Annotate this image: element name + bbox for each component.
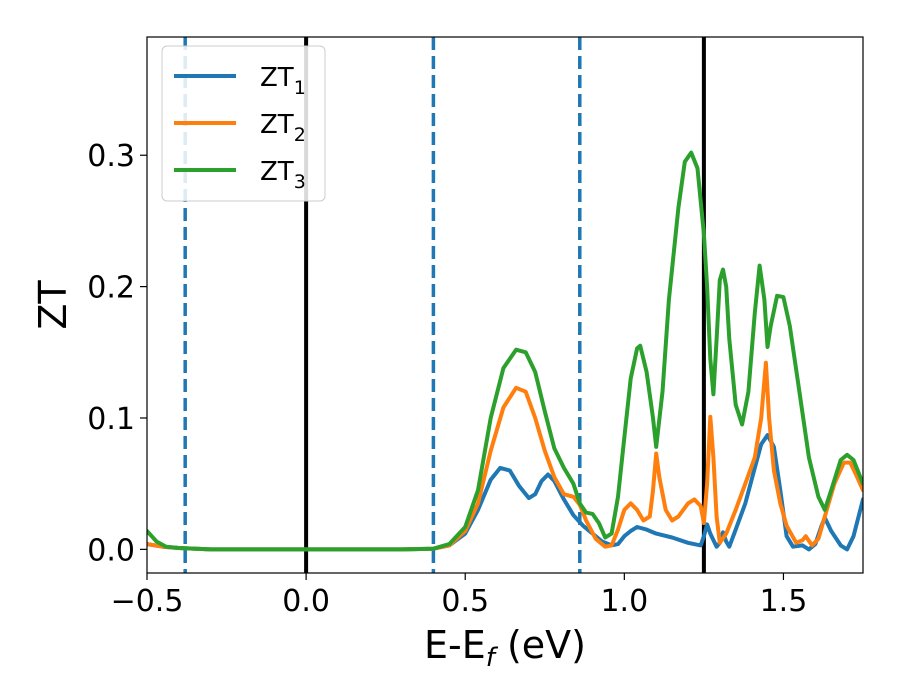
y-axis-title: ZT	[31, 280, 75, 330]
legend-label-zt1: ZT1	[260, 63, 306, 99]
x-tick-label: 1.0	[600, 584, 648, 619]
y-tick-label: 0.2	[87, 271, 135, 306]
x-tick-label: 0.0	[282, 584, 330, 619]
y-tick-label: 0.3	[87, 139, 135, 174]
x-axis: −0.5 0.0 0.5 1.0 1.5	[111, 573, 808, 619]
x-tick-label: 1.5	[760, 584, 808, 619]
legend-label-zt3: ZT3	[260, 157, 306, 193]
x-axis-title: E-Ef (eV)	[424, 623, 586, 673]
legend: ZT1 ZT2 ZT3	[161, 45, 326, 202]
y-tick-label: 0.1	[87, 402, 135, 437]
x-tick-label: 0.5	[441, 584, 489, 619]
legend-label-zt2: ZT2	[260, 110, 306, 146]
series-line-zt1	[147, 433, 863, 552]
series-line-zt2	[147, 360, 863, 552]
x-tick-label: −0.5	[111, 584, 184, 619]
axes-frame	[146, 36, 864, 574]
y-tick-label: 0.0	[87, 533, 135, 568]
y-axis: 0.0 0.1 0.2 0.3	[87, 139, 147, 568]
series-line-zt3	[147, 150, 863, 552]
legend-box	[161, 45, 326, 202]
plot-area	[147, 37, 863, 573]
